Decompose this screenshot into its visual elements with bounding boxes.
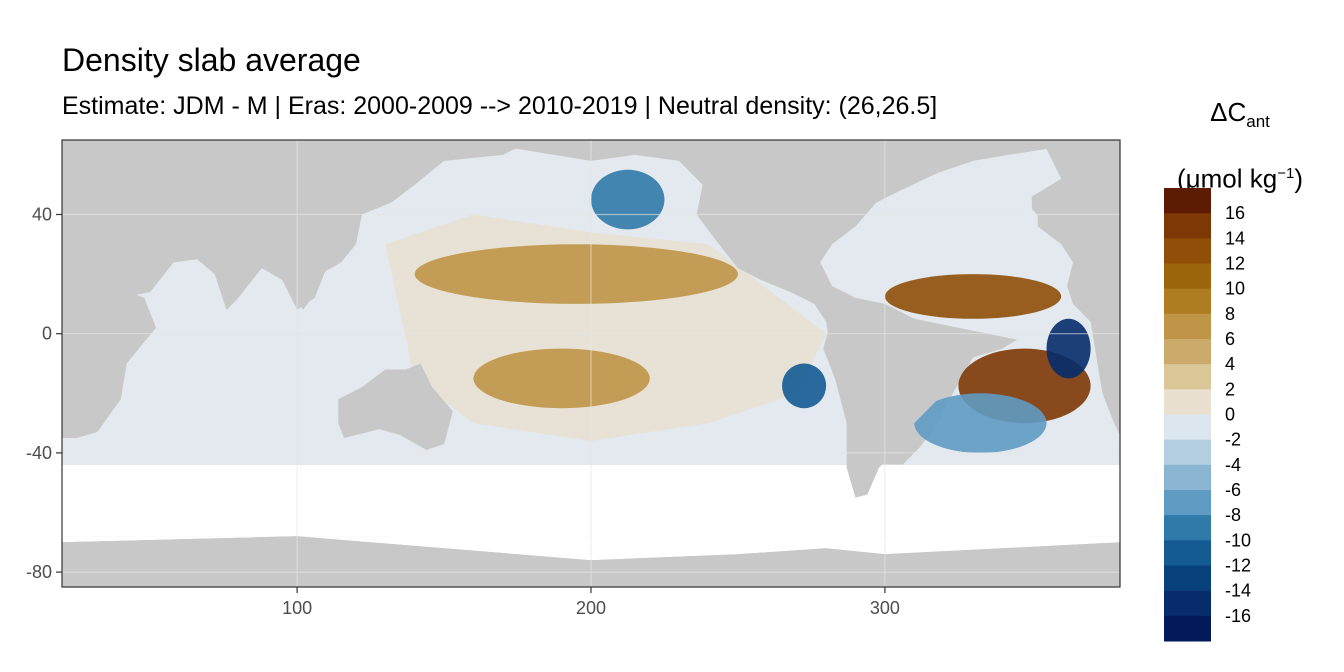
legend-bin	[1164, 364, 1211, 390]
legend-bin	[1164, 615, 1211, 642]
chart-subtitle: Estimate: JDM - M | Eras: 2000-2009 --> …	[62, 92, 938, 120]
legend-bin	[1164, 515, 1211, 541]
legend-label: -6	[1225, 480, 1241, 500]
legend-bin	[1164, 540, 1211, 566]
legend-title-variable: ΔCant	[1210, 97, 1270, 132]
chart-title: Density slab average	[62, 42, 361, 78]
heatmap-region-south-pacific-positive	[473, 348, 650, 409]
y-tick-label: -40	[26, 443, 52, 463]
legend-bin	[1164, 439, 1211, 466]
legend-label: 2	[1225, 379, 1235, 399]
legend-label: 16	[1225, 203, 1245, 223]
legend-bin	[1164, 565, 1211, 592]
legend-bin	[1164, 464, 1211, 491]
heatmap-region-east-pacific-negative	[782, 363, 827, 409]
land-africa	[62, 238, 156, 438]
legend-bin	[1164, 339, 1211, 365]
legend-bin	[1164, 288, 1211, 315]
legend-label: 0	[1225, 405, 1235, 425]
legend-label: 10	[1225, 279, 1245, 299]
legend-label: -10	[1225, 530, 1251, 550]
legend-bin	[1164, 414, 1211, 441]
x-tick-label: 300	[870, 598, 900, 618]
legend-label: -14	[1225, 581, 1251, 601]
legend-label: 6	[1225, 329, 1235, 349]
legend-bin	[1164, 238, 1211, 264]
heatmap-region-north-pacific-positive	[414, 244, 738, 304]
land-greenland	[943, 140, 1003, 155]
heatmap-region-north-pacific-negative	[591, 169, 665, 230]
legend-bin	[1164, 188, 1211, 214]
legend-label: 12	[1225, 254, 1245, 274]
y-tick-label: 40	[32, 205, 52, 225]
legend-bin	[1164, 490, 1211, 516]
legend-label: -8	[1225, 505, 1241, 525]
land-north-america	[576, 140, 974, 310]
land-south-america	[823, 300, 959, 498]
heatmap-region-east-atlantic-negative	[1046, 318, 1091, 379]
land-australia	[338, 363, 453, 450]
legend-bin	[1164, 213, 1211, 239]
legend-label: -4	[1225, 455, 1241, 475]
legend-label: 8	[1225, 304, 1235, 324]
legend-title: ΔCant (μmol kg−1)	[1160, 86, 1320, 205]
legend-bin	[1164, 590, 1211, 617]
y-tick-label: -80	[26, 562, 52, 582]
y-tick-label: 0	[42, 324, 52, 344]
legend-label: -2	[1225, 430, 1241, 450]
x-tick-label: 200	[576, 598, 606, 618]
legend-label: -16	[1225, 606, 1251, 626]
legend-title-unit: (μmol kg−1)	[1177, 163, 1303, 194]
land-europe-west	[1031, 154, 1120, 245]
legend-bin	[1164, 263, 1211, 290]
heatmap-region-north-atlantic-positive	[884, 274, 1062, 319]
legend-label: 14	[1225, 228, 1245, 248]
legend-label: -12	[1225, 556, 1251, 576]
legend-bin	[1164, 389, 1211, 415]
legend-label: 4	[1225, 354, 1235, 374]
x-tick-label: 100	[282, 598, 312, 618]
plot-panel	[62, 140, 1120, 587]
legend: 16 14 12 10 8 6 4 2 0 -2 -4 -6 -8 -10 -12 -14 -16	[1164, 188, 1251, 642]
legend-bin	[1164, 313, 1211, 340]
heatmap-region-south-atlantic-negative	[914, 393, 1047, 453]
